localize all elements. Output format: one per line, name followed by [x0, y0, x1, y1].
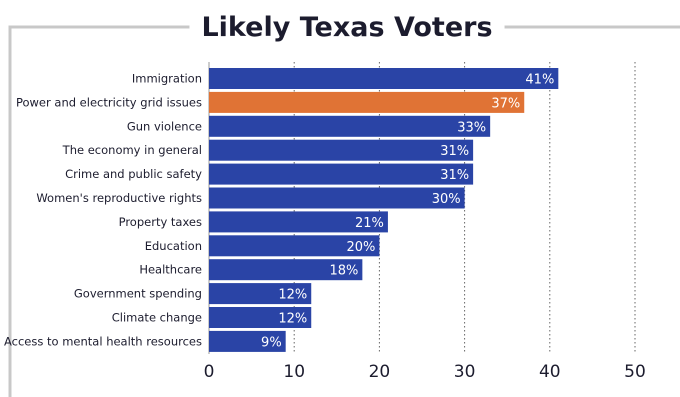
category-label: Power and electricity grid issues	[16, 95, 202, 109]
category-label: Climate change	[112, 311, 202, 325]
frame-line-left	[8, 25, 190, 397]
category-label: The economy in general	[62, 143, 202, 157]
x-tick-label: 50	[624, 362, 646, 382]
category-labels: Immigration Power and electricity grid is…	[4, 72, 202, 349]
x-tick-label: 30	[454, 362, 476, 382]
bar	[209, 115, 491, 137]
category-label: Healthcare	[139, 263, 202, 277]
x-tick-label: 40	[539, 362, 561, 382]
bar	[209, 235, 380, 257]
bar	[209, 259, 363, 281]
value-label: 21%	[355, 216, 384, 231]
value-label: 9%	[261, 335, 282, 350]
bar	[209, 187, 465, 209]
category-label: Property taxes	[119, 215, 202, 229]
category-label: Education	[145, 239, 202, 253]
value-label: 30%	[432, 192, 461, 207]
chart-frame	[8, 25, 680, 397]
category-label: Immigration	[132, 72, 202, 86]
x-axis-ticks: 0 10 20 30 40 50	[204, 362, 646, 382]
bar	[209, 330, 286, 352]
value-label: 41%	[525, 73, 554, 88]
value-label: 12%	[278, 288, 307, 303]
bars	[209, 68, 559, 352]
value-label: 33%	[457, 120, 486, 135]
value-label: 20%	[346, 240, 375, 255]
bar	[209, 211, 388, 233]
bar	[209, 283, 312, 305]
x-tick-label: 10	[283, 362, 305, 382]
category-label: Women's reproductive rights	[36, 191, 202, 205]
x-tick-label: 0	[204, 362, 215, 382]
bar	[209, 91, 525, 113]
value-label: 31%	[440, 168, 469, 183]
x-tick-label: 20	[369, 362, 391, 382]
value-labels: 41% 37% 33% 31% 31% 30% 21% 20% 18% 12% 12% 9%	[261, 73, 554, 351]
chart-title: Likely Texas Voters	[201, 12, 492, 43]
bar	[209, 68, 559, 89]
category-label: Gun violence	[127, 119, 202, 133]
bar	[209, 307, 312, 328]
value-label: 18%	[329, 264, 358, 279]
bar	[209, 139, 474, 161]
value-label: 31%	[440, 144, 469, 159]
value-label: 12%	[278, 312, 307, 327]
category-label: Access to mental health resources	[4, 334, 202, 348]
category-label: Crime and public safety	[65, 167, 202, 181]
category-label: Government spending	[74, 287, 202, 301]
bar	[209, 163, 474, 185]
value-label: 37%	[491, 96, 520, 111]
